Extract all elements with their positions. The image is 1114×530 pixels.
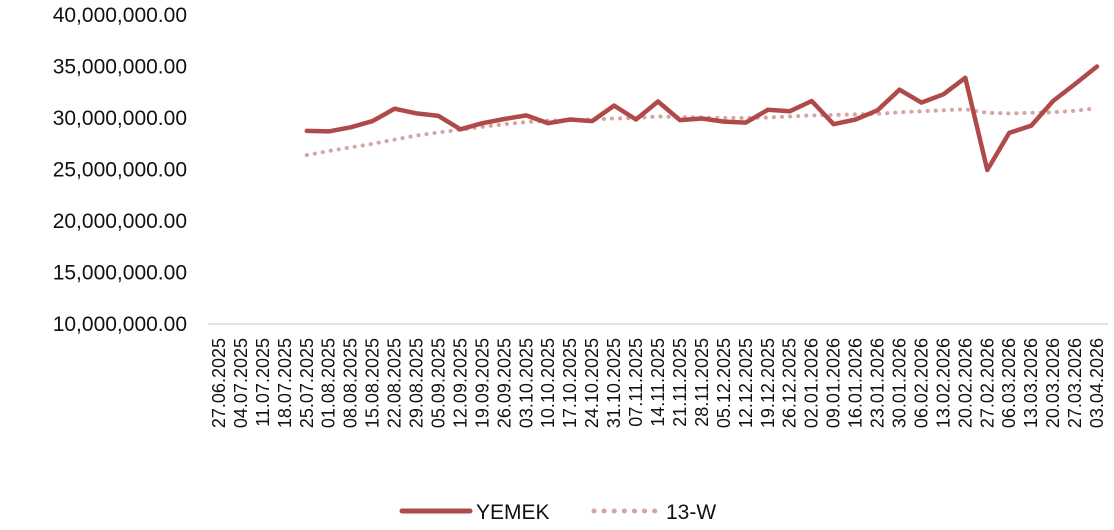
x-tick-label: 03.04.2026 [1087,338,1107,428]
x-tick-label: 29.08.2025 [407,338,427,428]
x-tick-label: 19.12.2025 [758,338,778,428]
y-tick-label: 10,000,000.00 [53,313,187,336]
x-tick-label: 30.01.2026 [889,338,909,428]
y-tick-label: 15,000,000.00 [53,262,187,285]
x-tick-label: 26.12.2025 [780,338,800,428]
x-tick-label: 05.12.2025 [714,338,734,428]
x-tick-label: 02.01.2026 [802,338,822,428]
series-line-yemek [304,64,1100,173]
x-tick-label: 05.09.2025 [428,338,448,428]
x-tick-label: 12.09.2025 [450,338,470,428]
x-tick-label: 27.06.2025 [209,338,229,428]
legend: YEMEK 13-W [399,501,716,524]
x-tick-label: 20.02.2026 [955,338,975,428]
x-tick-label: 20.03.2026 [1043,338,1063,428]
x-tick-label: 10.10.2025 [538,338,558,428]
x-tick-label: 22.08.2025 [385,338,405,428]
x-tick-label: 01.08.2025 [319,338,339,428]
y-tick-label: 20,000,000.00 [53,210,187,233]
x-tick-label: 19.09.2025 [472,338,492,428]
x-tick-label: 28.11.2025 [692,338,712,427]
x-tick-label: 17.10.2025 [560,338,580,428]
x-tick-label: 07.11.2025 [626,338,646,427]
legend-label-13w: 13-W [666,501,716,524]
y-axis: 10,000,000.00 15,000,000.00 20,000,000.00 2… [53,4,187,336]
x-tick-label: 14.11.2025 [648,338,668,427]
x-tick-label: 15.08.2025 [363,338,383,428]
x-tick-label: 04.07.2025 [231,338,251,428]
x-tick-label: 06.03.2026 [999,338,1019,428]
x-tick-label: 03.10.2025 [516,338,536,428]
x-tick-label: 27.03.2026 [1065,338,1085,428]
x-tick-label: 31.10.2025 [604,338,624,428]
x-tick-label: 24.10.2025 [582,338,602,428]
y-tick-label: 40,000,000.00 [53,4,187,27]
x-tick-label: 27.02.2026 [977,338,997,428]
x-tick-label: 16.01.2026 [846,338,866,428]
legend-label-yemek: YEMEK [476,501,550,524]
x-tick-label: 08.08.2025 [341,338,361,428]
x-tick-label: 25.07.2025 [297,338,317,428]
x-tick-label: 11.07.2025 [253,338,273,427]
x-tick-label: 18.07.2025 [275,338,295,428]
y-tick-label: 30,000,000.00 [53,107,187,130]
x-axis: 27.06.2025 04.07.2025 11.07.2025 18.07.2025… [209,338,1107,428]
x-tick-label: 06.02.2026 [911,338,931,428]
x-tick-label: 23.01.2026 [868,338,888,428]
x-tick-label: 09.01.2026 [824,338,844,428]
x-tick-label: 26.09.2025 [494,338,514,428]
x-tick-label: 13.03.2026 [1021,338,1041,428]
y-tick-label: 35,000,000.00 [53,56,187,79]
x-tick-label: 12.12.2025 [736,338,756,428]
series-layer [304,64,1100,173]
y-tick-label: 25,000,000.00 [53,159,187,182]
x-tick-label: 13.02.2026 [933,338,953,428]
x-tick-label: 21.11.2025 [670,338,690,427]
